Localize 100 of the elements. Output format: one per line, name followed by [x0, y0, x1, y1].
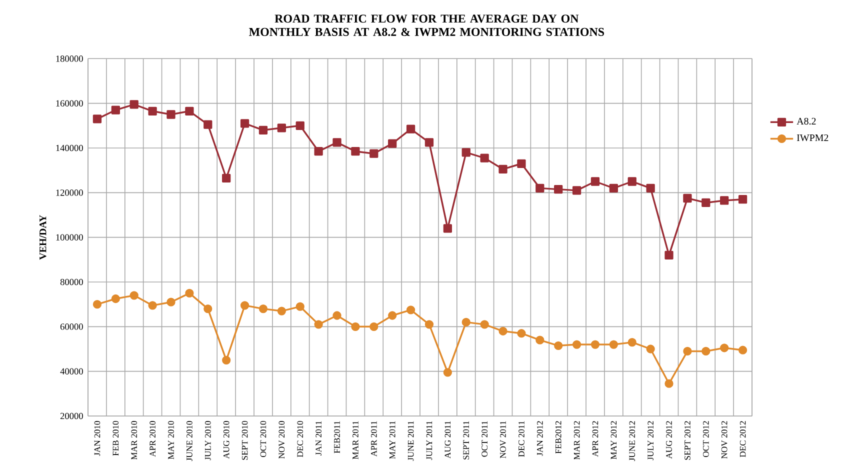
point: [92, 300, 102, 309]
point: [424, 138, 434, 147]
point: [702, 346, 710, 356]
x-tick-label: NOV 2010: [278, 421, 285, 459]
y-tick-label: 120000: [56, 190, 83, 196]
point: [609, 340, 618, 349]
point: [111, 294, 120, 304]
y-tick-label: 40000: [60, 368, 83, 374]
y-tick-label: 160000: [56, 100, 83, 106]
point: [92, 114, 102, 124]
point: [406, 124, 416, 134]
point: [351, 322, 360, 331]
point: [111, 106, 120, 114]
point: [166, 110, 176, 119]
x-tick-label: APR 2010: [150, 421, 156, 457]
point: [720, 196, 729, 205]
x-tick-label: FEB2011: [334, 421, 340, 454]
point: [424, 320, 434, 329]
y-tick-label: 180000: [56, 56, 83, 62]
point: [590, 177, 600, 186]
x-tick-label: MAR 2010: [131, 421, 138, 460]
point: [332, 311, 342, 320]
x-tick-label: MAY 2012: [610, 421, 617, 460]
y-tick-label: 140000: [56, 144, 83, 152]
x-tick-label: DEC 2011: [518, 421, 524, 457]
x-tick-label: JAN 2010: [94, 421, 100, 456]
point: [258, 126, 268, 134]
point: [572, 186, 582, 195]
point: [296, 121, 304, 130]
x-tick-label: AUG 2011: [444, 421, 451, 458]
point: [517, 159, 526, 168]
point: [185, 288, 194, 298]
x-tick-label: OCT 2011: [482, 421, 488, 457]
x-tick-label: DEC 2012: [740, 421, 746, 458]
x-tick-label: SEPT 2011: [463, 421, 470, 460]
point: [480, 154, 489, 162]
point: [720, 344, 729, 352]
y-axis-title: VEH/DAY: [40, 215, 46, 260]
x-tick-label: SEPT 2012: [684, 421, 690, 460]
point: [185, 106, 194, 116]
point: [646, 184, 655, 193]
point: [609, 184, 618, 193]
point: [554, 184, 563, 194]
point: [683, 346, 692, 356]
point: [222, 356, 231, 364]
point: [498, 326, 508, 336]
point: [314, 320, 323, 329]
x-tick-label: NOV 2011: [500, 421, 506, 458]
point: [406, 306, 416, 314]
point: [130, 291, 138, 300]
x-tick-label: AUG 2010: [223, 421, 230, 459]
x-tick-label: OCT 2012: [702, 421, 709, 458]
y-tick-label: 100000: [56, 234, 83, 240]
x-tick-label: FEB2012: [555, 421, 562, 454]
x-tick-label: OCT 2010: [260, 421, 266, 458]
point: [462, 318, 470, 327]
x-tick-label: FEB 2010: [112, 421, 119, 456]
x-tick-label: JUNE 2011: [408, 421, 414, 461]
point: [480, 320, 489, 329]
point: [683, 194, 692, 203]
point: [664, 250, 674, 260]
x-tick-label: MAY 2011: [389, 421, 396, 459]
x-tick-label: MAR 2012: [574, 421, 580, 460]
x-tick-label: JAN 2011: [316, 421, 322, 456]
point: [258, 304, 268, 314]
point: [462, 148, 470, 157]
point: [148, 106, 157, 116]
x-tick-label: JULY 2012: [648, 421, 654, 460]
chart-title: ROAD TRAFFIC FLOW FOR THE AVERAGE DAY ON MONTHLY BASIS AT A8.2 & IWPM2 MONITORING STATIONS: [249, 14, 604, 36]
point: [370, 322, 378, 331]
point: [277, 124, 286, 132]
x-tick-label: SEPT 2010: [242, 421, 248, 460]
point: [388, 311, 397, 320]
point: [628, 177, 636, 186]
point: [517, 329, 526, 338]
point: [443, 224, 452, 233]
point: [370, 149, 378, 158]
point: [314, 147, 323, 156]
point: [536, 336, 544, 344]
point: [204, 120, 212, 129]
point: [646, 344, 655, 354]
point: [536, 184, 544, 193]
x-tick-label: APR 2011: [370, 421, 377, 457]
legend-label: A8.2: [796, 118, 816, 125]
point: [572, 340, 582, 349]
point: [332, 138, 342, 147]
point: [443, 368, 452, 377]
point: [240, 301, 250, 310]
point: [130, 100, 138, 109]
x-tick-label: NOV 2012: [721, 421, 728, 459]
x-tick-label: AUG 2012: [666, 421, 672, 459]
point: [738, 195, 748, 204]
x-tick-label: JAN 2012: [536, 421, 543, 456]
point: [277, 306, 286, 316]
point: [222, 174, 231, 182]
x-tick-label: APR 2012: [592, 421, 598, 457]
point: [148, 301, 157, 310]
point: [498, 164, 508, 174]
point: [554, 341, 563, 350]
point: [738, 346, 748, 354]
